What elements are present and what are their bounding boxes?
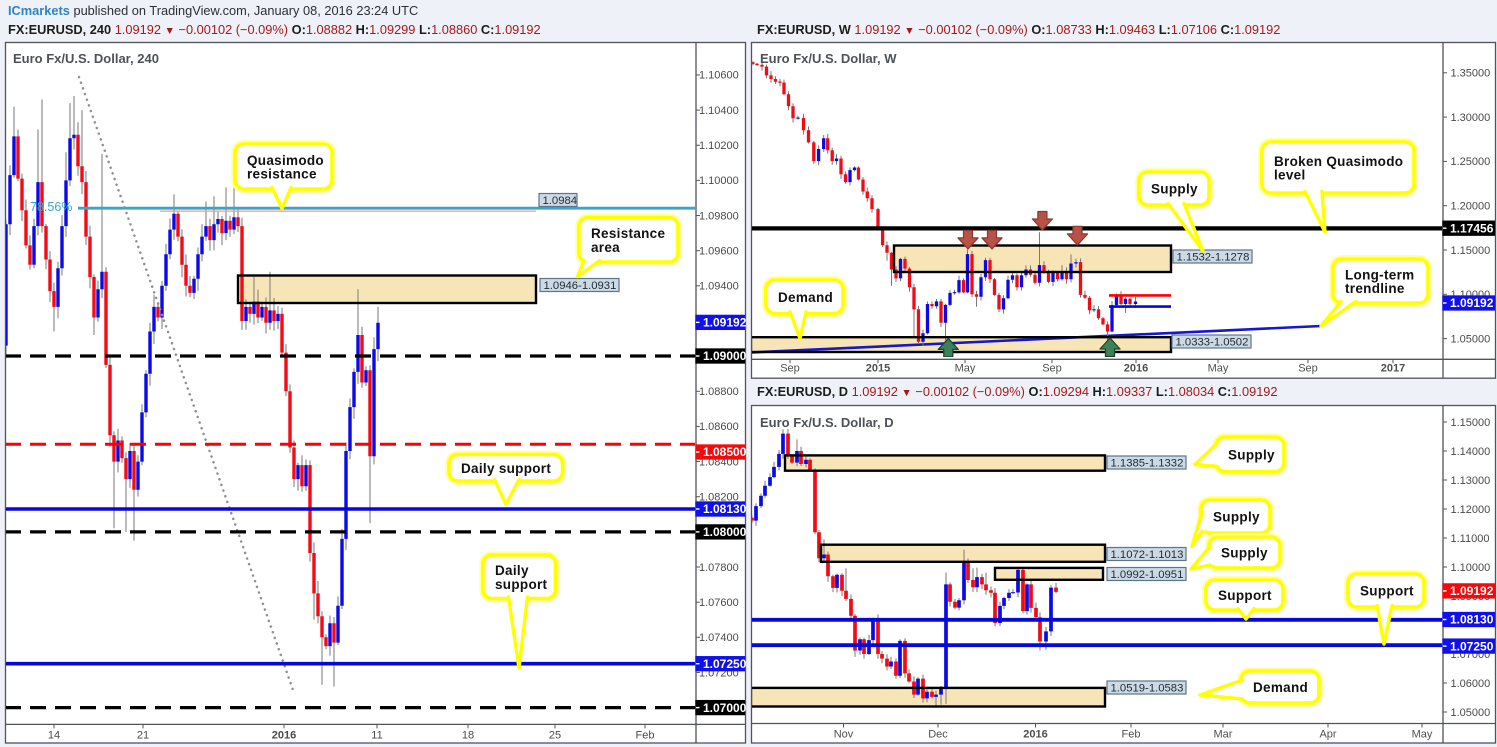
svg-text:Support: Support xyxy=(1218,588,1272,603)
svg-text:1.0333-1.0502: 1.0333-1.0502 xyxy=(1176,337,1249,349)
svg-text:1.08500: 1.08500 xyxy=(703,445,747,459)
svg-text:1.30000: 1.30000 xyxy=(1451,112,1491,124)
svg-text:Demand: Demand xyxy=(778,290,833,305)
svg-text:May: May xyxy=(1208,363,1229,375)
svg-text:Supply: Supply xyxy=(1151,182,1198,197)
svg-text:1.15000: 1.15000 xyxy=(1451,417,1491,429)
svg-text:Euro Fx/U.S. Dollar, W: Euro Fx/U.S. Dollar, W xyxy=(760,51,897,66)
svg-text:1.05000: 1.05000 xyxy=(1451,707,1491,719)
svg-text:1.08200: 1.08200 xyxy=(699,492,739,504)
svg-text:Quasimodo: Quasimodo xyxy=(247,153,324,168)
svg-text:Euro Fx/U.S. Dollar, 240: Euro Fx/U.S. Dollar, 240 xyxy=(13,51,159,66)
svg-text:Long-term: Long-term xyxy=(1345,267,1414,282)
svg-text:area: area xyxy=(591,240,620,255)
svg-text:Mar: Mar xyxy=(1214,729,1233,741)
svg-text:1.09192: 1.09192 xyxy=(1450,296,1494,310)
svg-text:1.0984: 1.0984 xyxy=(543,195,578,207)
svg-text:Feb: Feb xyxy=(1122,729,1141,741)
svg-text:1.12000: 1.12000 xyxy=(1451,504,1491,516)
svg-text:1.09000: 1.09000 xyxy=(703,349,747,363)
svg-text:1.0519-1.0583: 1.0519-1.0583 xyxy=(1111,683,1184,695)
svg-text:Apr: Apr xyxy=(1319,729,1336,741)
svg-text:Supply: Supply xyxy=(1221,546,1268,561)
svg-text:1.13000: 1.13000 xyxy=(1451,475,1491,487)
svg-text:1.06000: 1.06000 xyxy=(1451,678,1491,690)
svg-text:1.08600: 1.08600 xyxy=(699,421,739,433)
svg-text:trendline: trendline xyxy=(1345,281,1405,296)
svg-text:May: May xyxy=(955,363,976,375)
svg-text:1.08130: 1.08130 xyxy=(703,502,747,516)
svg-text:1.05000: 1.05000 xyxy=(1451,333,1491,345)
svg-text:Sep: Sep xyxy=(780,363,800,375)
svg-text:1.25000: 1.25000 xyxy=(1451,156,1491,168)
svg-text:1.07250: 1.07250 xyxy=(703,657,747,671)
svg-text:1.10400: 1.10400 xyxy=(699,105,739,117)
svg-text:2016: 2016 xyxy=(272,730,296,742)
svg-text:1.20000: 1.20000 xyxy=(1451,201,1491,213)
svg-text:Daily: Daily xyxy=(495,563,529,578)
svg-text:FX:EURUSD, D 1.09192 ▼ −0.0010: FX:EURUSD, D 1.09192 ▼ −0.00102 (−0.09%)… xyxy=(757,384,1278,399)
svg-text:21: 21 xyxy=(137,730,149,742)
svg-text:Support: Support xyxy=(1360,584,1414,599)
svg-text:May: May xyxy=(1412,729,1433,741)
svg-text:Dec: Dec xyxy=(928,729,948,741)
svg-text:support: support xyxy=(495,577,548,592)
svg-text:1.09400: 1.09400 xyxy=(699,281,739,293)
svg-text:1.1385-1.1332: 1.1385-1.1332 xyxy=(1111,458,1184,470)
svg-text:2015: 2015 xyxy=(866,363,890,375)
svg-text:78.56%: 78.56% xyxy=(30,200,72,214)
svg-text:1.07250: 1.07250 xyxy=(1450,639,1494,653)
svg-text:1.10200: 1.10200 xyxy=(699,140,739,152)
svg-text:1.08800: 1.08800 xyxy=(699,386,739,398)
svg-text:ICmarkets published on Trading: ICmarkets published on TradingView.com, … xyxy=(8,3,418,18)
svg-text:1.10000: 1.10000 xyxy=(1451,562,1491,574)
svg-text:Nov: Nov xyxy=(834,729,854,741)
svg-text:Supply: Supply xyxy=(1213,510,1260,525)
svg-text:level: level xyxy=(1274,168,1306,183)
svg-text:1.08000: 1.08000 xyxy=(703,525,747,539)
svg-text:FX:EURUSD, 240 1.09192 ▼ −0.00: FX:EURUSD, 240 1.09192 ▼ −0.00102 (−0.09… xyxy=(8,22,541,37)
svg-text:1.09192: 1.09192 xyxy=(1450,584,1494,598)
svg-text:1.17456: 1.17456 xyxy=(1450,221,1494,235)
svg-text:1.35000: 1.35000 xyxy=(1451,68,1491,80)
svg-text:1.1072-1.1013: 1.1072-1.1013 xyxy=(1111,549,1184,561)
svg-text:Broken Quasimodo: Broken Quasimodo xyxy=(1274,154,1403,169)
svg-text:1.10000: 1.10000 xyxy=(699,175,739,187)
svg-text:Sep: Sep xyxy=(1298,363,1318,375)
svg-text:Sep: Sep xyxy=(1042,363,1062,375)
svg-text:2016: 2016 xyxy=(1023,729,1047,741)
svg-text:1.09192: 1.09192 xyxy=(703,316,747,330)
svg-text:1.1532-1.1278: 1.1532-1.1278 xyxy=(1177,252,1250,264)
svg-text:1.11000: 1.11000 xyxy=(1451,533,1490,545)
svg-text:1.09800: 1.09800 xyxy=(699,210,739,222)
svg-text:1.07400: 1.07400 xyxy=(699,632,739,644)
svg-text:2016: 2016 xyxy=(1124,363,1148,375)
svg-text:Demand: Demand xyxy=(1253,680,1308,695)
svg-text:1.10600: 1.10600 xyxy=(699,70,739,82)
svg-text:1.07600: 1.07600 xyxy=(699,597,739,609)
svg-text:1.0992-1.0951: 1.0992-1.0951 xyxy=(1111,569,1184,581)
svg-text:1.0946-1.0931: 1.0946-1.0931 xyxy=(544,280,617,292)
svg-text:25: 25 xyxy=(549,730,561,742)
svg-text:Feb: Feb xyxy=(636,730,655,742)
svg-text:1.07800: 1.07800 xyxy=(699,562,739,574)
svg-text:11: 11 xyxy=(371,730,382,742)
svg-text:1.09600: 1.09600 xyxy=(699,245,739,257)
svg-text:resistance: resistance xyxy=(247,167,317,182)
svg-text:2017: 2017 xyxy=(1381,363,1405,375)
svg-text:1.08130: 1.08130 xyxy=(1450,613,1494,627)
svg-text:1.14000: 1.14000 xyxy=(1451,446,1491,458)
svg-text:14: 14 xyxy=(48,730,60,742)
svg-text:Resistance: Resistance xyxy=(591,226,665,241)
svg-text:FX:EURUSD, W 1.09192 ▼ −0.0010: FX:EURUSD, W 1.09192 ▼ −0.00102 (−0.09%)… xyxy=(757,22,1280,37)
svg-text:Euro Fx/U.S. Dollar, D: Euro Fx/U.S. Dollar, D xyxy=(760,415,894,430)
svg-text:Daily support: Daily support xyxy=(461,461,551,476)
svg-text:18: 18 xyxy=(462,730,474,742)
svg-text:Supply: Supply xyxy=(1228,447,1275,462)
svg-text:1.07000: 1.07000 xyxy=(703,701,747,715)
svg-text:1.15000: 1.15000 xyxy=(1451,245,1491,257)
